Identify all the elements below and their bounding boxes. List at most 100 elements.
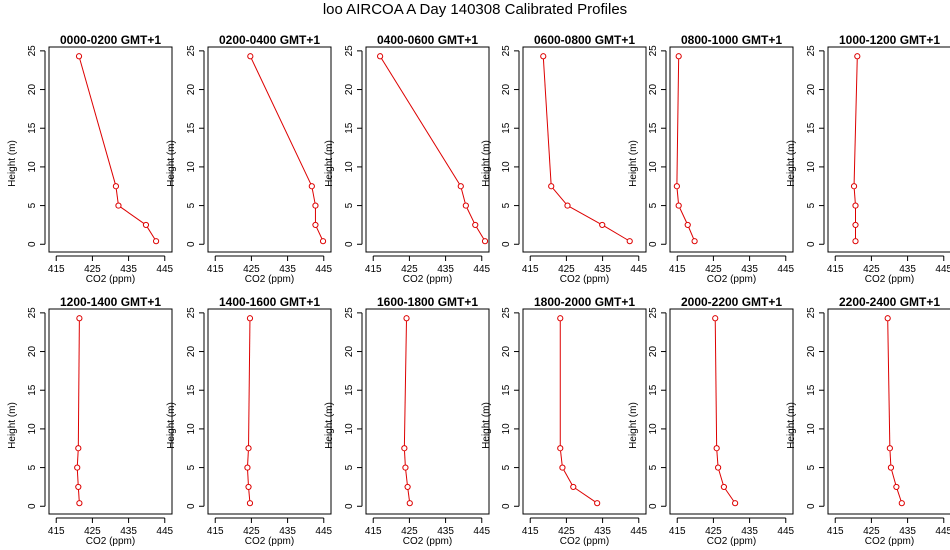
series-segment xyxy=(76,470,79,485)
y-tick-label: 10 xyxy=(27,423,38,435)
data-point xyxy=(245,445,252,452)
data-point xyxy=(715,464,722,471)
series-segment xyxy=(247,470,249,485)
y-tick-label: 0 xyxy=(27,241,38,247)
y-tick-label: 20 xyxy=(344,346,355,358)
panel-5: 0800-1000 GMT+1 415 425 435 445 CO2 (ppm) 0 5 10… xyxy=(628,33,795,285)
y-axis-label: Height (m) xyxy=(786,140,797,187)
x-tick-label: 415 xyxy=(207,264,224,275)
plot-frame xyxy=(827,308,950,515)
y-tick-label: 20 xyxy=(806,84,817,96)
x-tick-label: 435 xyxy=(741,264,758,275)
data-point xyxy=(594,500,601,507)
plot-frame xyxy=(48,46,173,253)
y-tick-label: 0 xyxy=(344,503,355,509)
y-tick-label: 5 xyxy=(186,202,197,208)
y-tick-label: 15 xyxy=(344,122,355,134)
x-axis-label: CO2 (ppm) xyxy=(865,536,914,547)
x-tick-label: 445 xyxy=(473,264,490,275)
series-segment xyxy=(718,470,724,485)
series-segment xyxy=(889,451,892,465)
series-segment xyxy=(552,188,567,204)
x-tick-label: 445 xyxy=(777,264,794,275)
y-tick-label: 20 xyxy=(648,84,659,96)
series-segment xyxy=(77,321,80,446)
panel-title: 1800-2000 GMT+1 xyxy=(534,295,635,309)
data-point xyxy=(142,221,150,229)
data-point xyxy=(312,202,319,209)
series-segment xyxy=(251,58,312,184)
data-point xyxy=(887,464,895,471)
y-tick-label: 0 xyxy=(806,503,817,509)
panel-6: 1000-1200 GMT+1 415 425 435 445 CO2 (ppm) 0 5 10… xyxy=(786,33,950,285)
panel-10: 1800-2000 GMT+1 415 425 435 445 CO2 (ppm) 0 5 10… xyxy=(481,295,648,547)
x-tick-label: 415 xyxy=(207,526,224,537)
series-segment xyxy=(461,188,466,204)
y-tick-label: 25 xyxy=(186,307,197,319)
data-point xyxy=(557,315,564,322)
y-tick-label: 0 xyxy=(344,241,355,247)
y-tick-label: 0 xyxy=(648,503,659,509)
x-tick-label: 425 xyxy=(705,526,722,537)
y-tick-label: 0 xyxy=(501,241,512,247)
series-segment xyxy=(891,470,897,485)
y-tick-label: 25 xyxy=(344,45,355,57)
y-axis-label: Height (m) xyxy=(481,140,492,187)
y-tick-label: 5 xyxy=(806,464,817,470)
y-tick-label: 5 xyxy=(27,464,38,470)
y-axis-label: Height (m) xyxy=(628,402,639,449)
x-axis-label: CO2 (ppm) xyxy=(707,274,756,285)
series-segment xyxy=(316,227,323,239)
plot-frame xyxy=(365,308,490,515)
data-point xyxy=(75,445,82,452)
data-point xyxy=(626,238,633,245)
data-point xyxy=(112,183,120,190)
x-axis-label: CO2 (ppm) xyxy=(86,274,135,285)
x-tick-label: 445 xyxy=(777,526,794,537)
plot-frame xyxy=(207,308,332,515)
data-point xyxy=(472,221,479,229)
y-tick-label: 0 xyxy=(806,241,817,247)
series-segment xyxy=(896,489,902,501)
panel-3: 0400-0600 GMT+1 415 425 435 445 CO2 (ppm) 0 5 10… xyxy=(324,33,491,285)
x-tick-label: 445 xyxy=(156,526,173,537)
series-segment xyxy=(725,488,734,502)
data-point xyxy=(854,53,861,60)
y-tick-label: 10 xyxy=(806,161,817,173)
series-segment xyxy=(560,450,563,465)
y-tick-label: 5 xyxy=(186,464,197,470)
series-segment xyxy=(688,227,694,239)
y-tick-label: 15 xyxy=(501,384,512,396)
data-point xyxy=(406,500,413,507)
data-point xyxy=(852,238,859,245)
x-axis-label: CO2 (ppm) xyxy=(403,536,452,547)
y-tick-label: 0 xyxy=(648,241,659,247)
y-tick-label: 20 xyxy=(27,346,38,358)
panel-title: 0600-0800 GMT+1 xyxy=(534,33,635,47)
data-point xyxy=(893,483,900,491)
data-point xyxy=(713,445,720,452)
panel-title: 1600-1800 GMT+1 xyxy=(377,295,478,309)
y-tick-label: 15 xyxy=(27,122,38,134)
data-point xyxy=(404,483,411,491)
series-segment xyxy=(853,59,858,184)
x-tick-label: 425 xyxy=(558,264,575,275)
y-axis-label: Height (m) xyxy=(7,402,18,449)
y-tick-label: 0 xyxy=(501,503,512,509)
x-tick-label: 435 xyxy=(741,526,758,537)
plot-frame xyxy=(669,308,794,515)
data-point xyxy=(246,315,254,322)
y-tick-label: 15 xyxy=(648,122,659,134)
x-tick-label: 415 xyxy=(522,264,539,275)
data-point xyxy=(319,238,327,245)
data-point xyxy=(245,483,252,491)
y-axis-label: Height (m) xyxy=(628,140,639,187)
x-tick-label: 445 xyxy=(630,526,647,537)
series-segment xyxy=(716,451,719,465)
data-point xyxy=(852,202,859,209)
data-point xyxy=(115,202,122,209)
y-tick-label: 15 xyxy=(186,384,197,396)
x-tick-label: 415 xyxy=(365,526,382,537)
panel-4: 0600-0800 GMT+1 415 425 435 445 CO2 (ppm) 0 5 10… xyxy=(481,33,648,285)
